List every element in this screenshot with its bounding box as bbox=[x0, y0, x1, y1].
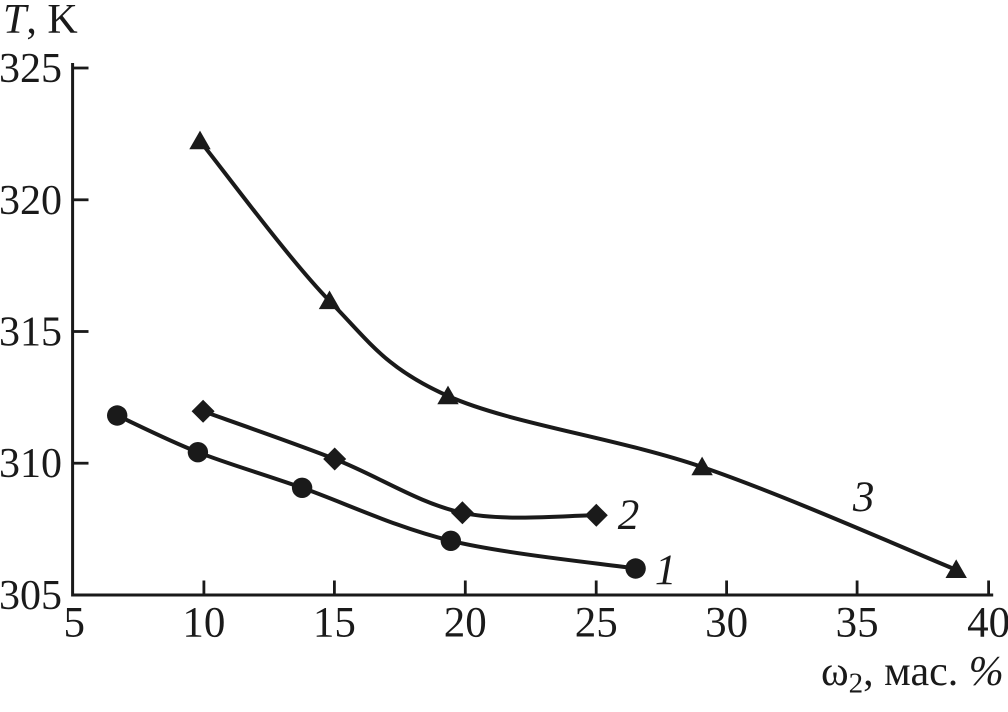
svg-text:20: 20 bbox=[444, 600, 487, 647]
svg-text:325: 325 bbox=[0, 46, 62, 92]
svg-text:305: 305 bbox=[0, 573, 62, 619]
svg-text:5: 5 bbox=[63, 600, 85, 647]
svg-text:320: 320 bbox=[0, 178, 62, 224]
svg-text:315: 315 bbox=[0, 310, 62, 356]
svg-text:310: 310 bbox=[0, 441, 62, 487]
svg-text:3: 3 bbox=[852, 474, 875, 521]
svg-text:25: 25 bbox=[575, 600, 618, 647]
svg-text:10: 10 bbox=[182, 600, 225, 647]
svg-text:T, K: T, K bbox=[3, 0, 78, 43]
svg-text:30: 30 bbox=[705, 600, 748, 647]
svg-text:35: 35 bbox=[836, 600, 879, 647]
svg-text:1: 1 bbox=[655, 547, 677, 594]
svg-text:ω2, мас. %: ω2, мас. % bbox=[821, 649, 1004, 700]
svg-text:40: 40 bbox=[967, 600, 1008, 647]
svg-text:15: 15 bbox=[313, 600, 356, 647]
svg-text:2: 2 bbox=[618, 492, 640, 539]
